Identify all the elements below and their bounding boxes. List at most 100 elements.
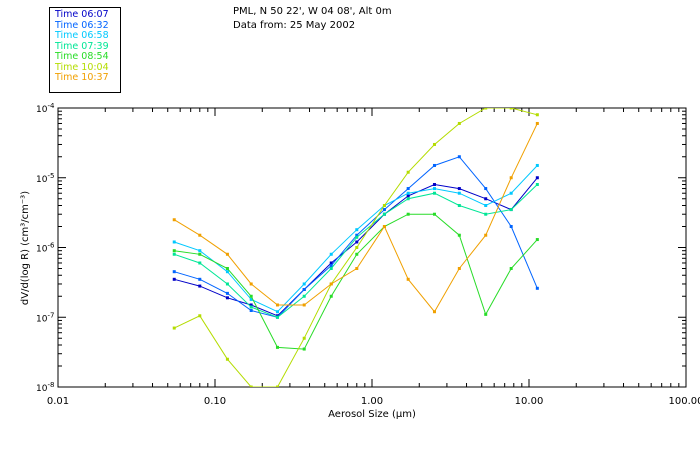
data-point — [355, 240, 359, 244]
data-point — [406, 187, 410, 191]
data-point — [302, 336, 306, 340]
data-point — [382, 225, 386, 229]
data-point — [432, 310, 436, 314]
data-point — [484, 233, 488, 237]
x-tick-label: 0.10 — [204, 396, 226, 407]
data-point — [198, 252, 202, 256]
x-axis-label: Aerosol Size (µm) — [328, 409, 416, 420]
x-tick-label: 10.00 — [515, 396, 544, 407]
data-point — [406, 212, 410, 216]
y-tick-label: 10-7 — [36, 311, 54, 324]
data-point — [406, 197, 410, 201]
x-tick-label: 1.00 — [361, 396, 383, 407]
data-point — [275, 385, 279, 387]
data-point — [355, 252, 359, 256]
data-point — [172, 249, 176, 253]
data-point — [509, 108, 513, 110]
data-point — [225, 296, 229, 300]
legend-entry: Time 06:07 — [55, 9, 109, 20]
data-point — [406, 277, 410, 281]
data-point — [457, 204, 461, 208]
data-point — [457, 121, 461, 125]
data-point — [509, 208, 513, 212]
data-point — [225, 252, 229, 256]
data-point — [457, 187, 461, 191]
y-tick-label: 10-8 — [36, 381, 54, 394]
data-point — [249, 303, 253, 307]
x-tick-label: 100.00 — [669, 396, 700, 407]
data-point — [225, 266, 229, 270]
data-point — [172, 277, 176, 281]
data-point — [535, 286, 539, 290]
data-point — [432, 187, 436, 191]
data-point — [249, 297, 253, 301]
data-point — [225, 357, 229, 361]
data-point — [329, 266, 333, 270]
data-point — [457, 155, 461, 159]
data-point — [225, 282, 229, 286]
data-point — [406, 191, 410, 195]
data-point — [275, 345, 279, 349]
data-point — [172, 270, 176, 274]
data-point — [302, 294, 306, 298]
x-tick-label: 0.01 — [47, 396, 69, 407]
data-point — [198, 277, 202, 281]
data-point — [302, 287, 306, 291]
data-point — [355, 233, 359, 237]
data-point — [484, 204, 488, 208]
data-point — [509, 176, 513, 180]
data-point — [382, 212, 386, 216]
data-point — [249, 305, 253, 309]
data-point — [432, 183, 436, 187]
plot-frame — [57, 107, 687, 388]
data-point — [249, 308, 253, 312]
data-point — [172, 252, 176, 256]
data-point — [198, 284, 202, 288]
data-point — [198, 233, 202, 237]
data-point — [329, 264, 333, 268]
data-point — [275, 303, 279, 307]
y-tick-label: 10-5 — [36, 172, 54, 185]
legend-entry: Time 06:32 — [55, 19, 109, 31]
data-point — [535, 113, 539, 117]
data-point — [172, 218, 176, 222]
data-point — [172, 326, 176, 330]
data-point — [432, 142, 436, 146]
chart-date-line: Data from: 25 May 2002 — [233, 20, 356, 31]
data-point — [302, 303, 306, 307]
data-point — [302, 347, 306, 351]
data-point — [329, 261, 333, 265]
legend-entry: Time 10:04 — [55, 61, 109, 73]
data-point — [382, 204, 386, 208]
data-point — [457, 266, 461, 270]
data-point — [355, 235, 359, 239]
data-point — [275, 315, 279, 319]
data-point — [329, 252, 333, 256]
data-point — [535, 176, 539, 180]
data-point — [432, 163, 436, 167]
data-point — [432, 212, 436, 216]
legend-entry: Time 10:37 — [55, 72, 109, 83]
legend-entry: Time 06:58 — [55, 30, 109, 41]
data-point — [249, 282, 253, 286]
data-point — [484, 108, 488, 110]
data-point — [484, 212, 488, 216]
data-point — [302, 282, 306, 286]
data-point — [172, 240, 176, 244]
data-point — [355, 246, 359, 249]
data-point — [509, 266, 513, 270]
chart-header: PML, N 50 22', W 04 08', Alt 0m Data fro… — [233, 5, 392, 33]
data-point — [457, 233, 461, 237]
chart-title: PML, N 50 22', W 04 08', Alt 0m — [233, 6, 392, 17]
data-point — [198, 249, 202, 253]
data-point — [535, 238, 539, 242]
data-point — [535, 183, 539, 187]
data-point — [249, 294, 253, 298]
y-tick-label: 10-6 — [36, 242, 55, 255]
data-point — [484, 187, 488, 191]
data-point — [275, 310, 279, 314]
data-point — [249, 385, 253, 387]
data-point — [355, 228, 359, 232]
data-point — [484, 312, 488, 316]
data-point — [225, 270, 229, 274]
